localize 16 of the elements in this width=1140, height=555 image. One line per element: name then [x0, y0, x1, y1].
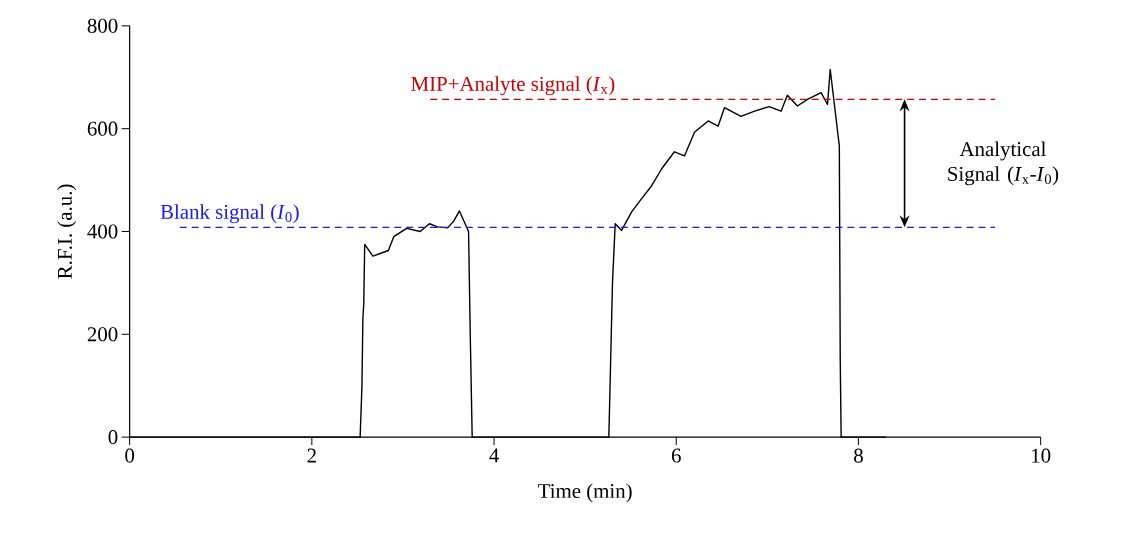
ref-line-label: Blank signal (I$_{0}$) [160, 204, 299, 224]
annotation: Analytical Signal (I$_{x}$-I$_{0}$) [948, 141, 1059, 186]
y-axis-title: R.F.I. (a.u.) [57, 184, 77, 279]
y-tick-label: 200 [87, 327, 118, 342]
y-tick-label: 400 [87, 224, 118, 239]
y-tick-label: 0 [108, 429, 118, 444]
x-tick-label: 2 [307, 448, 316, 463]
y-tick-label: 600 [87, 121, 118, 136]
x-tick-label: 4 [489, 448, 499, 463]
y-tick-label: 800 [87, 18, 118, 33]
x-axis-title: Time (min) [538, 483, 632, 503]
ref-line-label: MIP+Analyte signal (I$_{x}$) [411, 76, 615, 96]
x-tick-label: 8 [854, 448, 863, 463]
x-tick-label: 6 [671, 448, 681, 463]
x-tick-label: 0 [125, 448, 135, 463]
x-tick-label: 10 [1032, 448, 1051, 463]
